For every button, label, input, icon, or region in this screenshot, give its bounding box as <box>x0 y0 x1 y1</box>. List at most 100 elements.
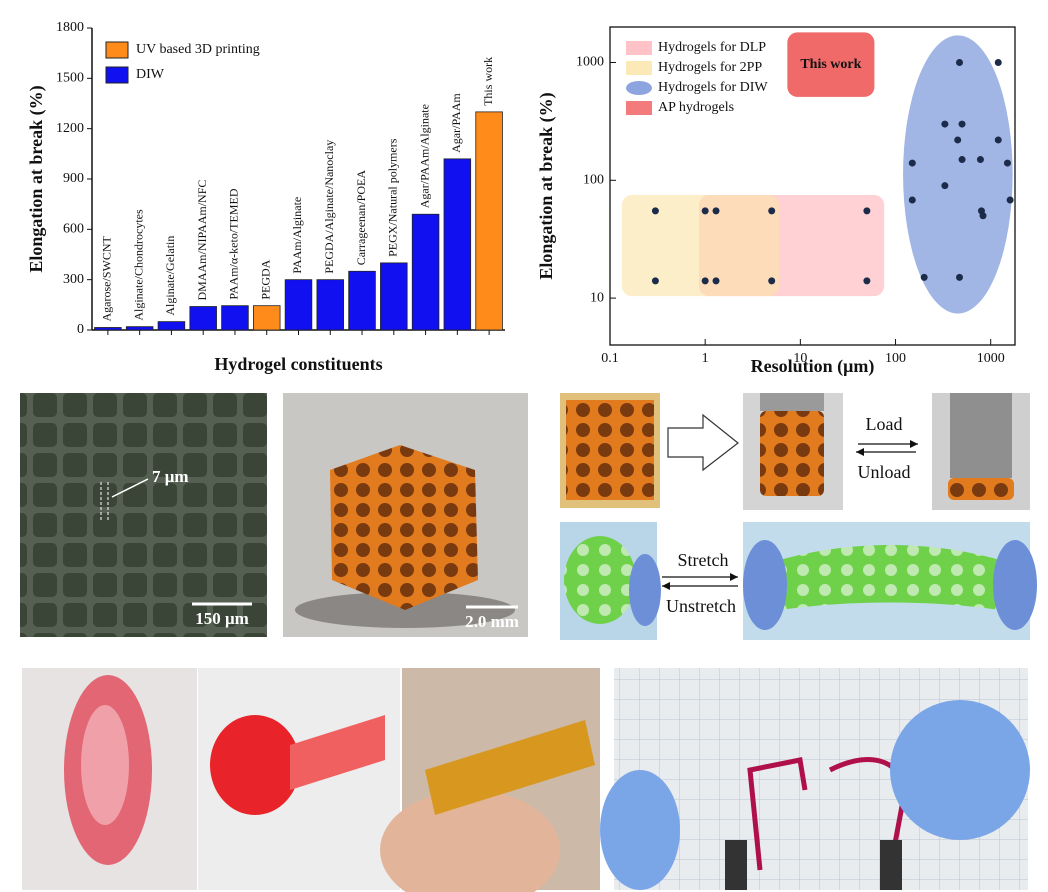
y-tick-label: 10 <box>590 290 604 305</box>
y-tick-label: 900 <box>63 171 84 186</box>
category-label: PAAm/Alginate <box>290 197 304 274</box>
bottom-photos <box>22 668 1030 892</box>
microscope-photo <box>20 393 267 637</box>
point <box>701 277 709 285</box>
bar <box>189 306 217 331</box>
legend-swatch <box>626 81 652 95</box>
point <box>958 156 966 164</box>
bar <box>221 305 249 331</box>
x-tick-label: 1000 <box>977 351 1005 366</box>
scale-label: 2.0 mm <box>465 612 519 631</box>
legend-label: DIW <box>136 67 165 82</box>
point <box>994 136 1002 144</box>
x-tick-label: 0.1 <box>601 351 619 366</box>
y-tick-label: 100 <box>583 173 604 188</box>
y-tick-label: 1200 <box>56 121 84 136</box>
bar <box>125 326 154 331</box>
x-tick-label: 1 <box>702 351 709 366</box>
point <box>908 159 916 167</box>
bar <box>348 270 376 331</box>
stretch-label: Stretch <box>678 550 729 570</box>
point <box>976 156 984 164</box>
unstretch-label: Unstretch <box>666 596 736 616</box>
y-tick-label: 1000 <box>576 55 604 70</box>
category-label: Carrageenan/POEA <box>354 170 368 266</box>
category-label: DMAAm/NIPAAm/NFC <box>195 180 209 301</box>
legend-label: UV based 3D printing <box>136 42 260 57</box>
y-tick-label: 1800 <box>56 20 84 35</box>
legend-label: Hydrogels for 2PP <box>658 60 762 75</box>
category-label: Agarose/SWCNT <box>100 235 114 321</box>
category-label: PAAm/α-keto/TEMED <box>227 188 241 300</box>
y-axis-label: Elongation at break (%) <box>536 92 557 279</box>
legend-swatch <box>626 41 652 55</box>
bar <box>411 213 440 331</box>
y-tick-label: 600 <box>63 222 84 237</box>
region-label: This work <box>800 57 861 72</box>
point <box>979 212 987 220</box>
feature-label: 7 μm <box>152 467 189 486</box>
category-label: PEGDA/Alginate/Nanoclay <box>322 140 336 274</box>
region <box>787 32 875 97</box>
lattice-photo <box>283 393 528 637</box>
load-label: Load <box>866 414 903 434</box>
category-label: Alginate/Chondrocytes <box>131 209 145 321</box>
point <box>768 277 776 285</box>
bar <box>443 158 472 331</box>
point <box>920 273 928 281</box>
region <box>621 195 780 297</box>
legend-swatch <box>626 61 652 75</box>
legend-swatch <box>626 101 652 115</box>
scale-label: 150 μm <box>195 609 249 628</box>
bar <box>157 321 186 331</box>
unload-label: Unload <box>858 462 911 482</box>
point <box>954 136 962 144</box>
point <box>701 207 709 215</box>
region <box>903 35 1013 314</box>
bar <box>380 262 408 331</box>
category-label: Agar/PAAm <box>449 93 463 153</box>
point <box>941 120 949 128</box>
legend-swatch <box>105 66 129 84</box>
category-label: PEGX/Natural polymers <box>386 138 400 257</box>
category-label: PEGDA <box>258 259 272 299</box>
point <box>1003 159 1011 167</box>
x-axis-label: Hydrogel constituents <box>214 354 382 374</box>
point <box>651 207 659 215</box>
legend-label: Hydrogels for DIW <box>658 80 768 95</box>
stretch-photos <box>560 522 1037 640</box>
compression-photos <box>560 393 1030 510</box>
axes-frame <box>609 26 1016 346</box>
category-label: Alginate/Gelatin <box>163 236 177 316</box>
point <box>955 58 963 66</box>
point <box>768 207 776 215</box>
point <box>1006 196 1014 204</box>
y-tick-label: 1500 <box>56 71 84 86</box>
bar <box>475 111 503 331</box>
x-axis-label: Resolution (μm) <box>751 356 875 377</box>
bar <box>284 279 313 331</box>
y-tick-label: 300 <box>63 272 84 287</box>
point <box>712 207 720 215</box>
x-tick-label: 100 <box>885 351 906 366</box>
category-label: This work <box>481 57 495 106</box>
legend-label: Hydrogels for DLP <box>658 40 766 55</box>
point <box>958 120 966 128</box>
category-label: Agar/PAAm/Alginate <box>417 104 431 208</box>
point <box>863 277 871 285</box>
y-tick-label: 0 <box>77 322 84 337</box>
point <box>712 277 720 285</box>
point <box>908 196 916 204</box>
point <box>955 273 963 281</box>
y-axis-label: Elongation at break (%) <box>26 85 47 272</box>
legend-swatch <box>105 41 129 59</box>
bar <box>94 327 122 331</box>
point <box>863 207 871 215</box>
bar <box>316 279 345 331</box>
point <box>941 182 949 190</box>
bar <box>252 305 281 331</box>
plot-area <box>621 32 1014 314</box>
x-tick-label: 10 <box>793 351 807 366</box>
legend-label: AP hydrogels <box>658 100 734 115</box>
